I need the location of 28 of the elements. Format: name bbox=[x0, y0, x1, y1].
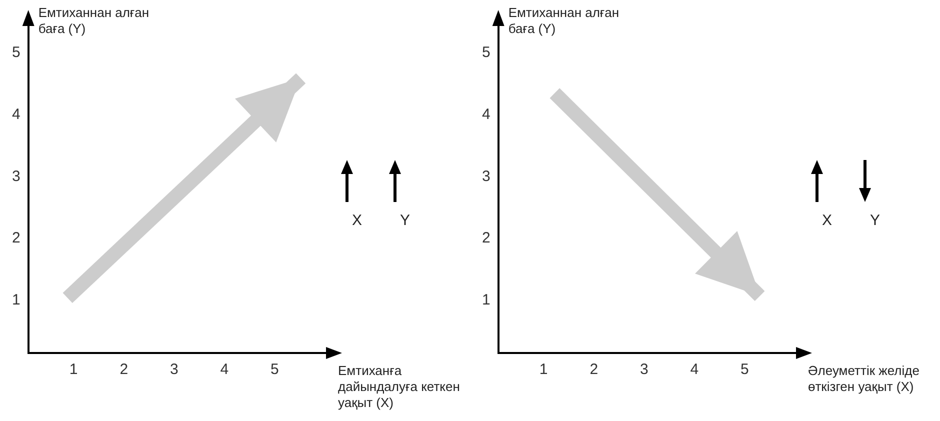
x-tick-label: 3 bbox=[170, 361, 178, 378]
x-tick-label: 2 bbox=[120, 361, 128, 378]
x-tick-label: 5 bbox=[270, 361, 279, 378]
y-axis-title: Емтиханнан алған баға (Y) bbox=[508, 5, 620, 37]
y-tick-label: 2 bbox=[12, 230, 20, 247]
y-tick-label: 1 bbox=[12, 292, 20, 309]
y-tick-label: 5 bbox=[482, 44, 490, 62]
x-tick-label: 5 bbox=[740, 361, 749, 378]
text: X bbox=[822, 212, 832, 229]
x-axis-title: Әлеуметтік желіде өткізген уақыт (X) bbox=[808, 363, 920, 395]
y-tick-label: 4 bbox=[482, 106, 490, 123]
x-axis-title: Емтиханға дайындалуға кеткен уақыт (X) bbox=[338, 363, 461, 411]
x-tick-label: 4 bbox=[220, 361, 229, 378]
x-tick-label: 3 bbox=[640, 361, 648, 378]
y-axis-title: Емтиханнан алған баға (Y) bbox=[38, 5, 150, 37]
x-tick-label: 4 bbox=[690, 361, 699, 378]
text: Y bbox=[400, 212, 410, 229]
y-tick-label: 5 bbox=[12, 44, 20, 62]
text: X bbox=[352, 212, 362, 229]
y-tick-label: 2 bbox=[482, 230, 490, 247]
y-tick-label: 3 bbox=[12, 168, 20, 185]
y-tick-label: 1 bbox=[482, 292, 490, 309]
text: Y bbox=[870, 212, 880, 229]
x-tick-label: 1 bbox=[69, 361, 78, 378]
x-tick-label: 1 bbox=[539, 361, 548, 378]
x-tick-label: 2 bbox=[590, 361, 598, 378]
y-tick-label: 4 bbox=[12, 106, 20, 123]
y-tick-label: 3 bbox=[482, 168, 490, 185]
